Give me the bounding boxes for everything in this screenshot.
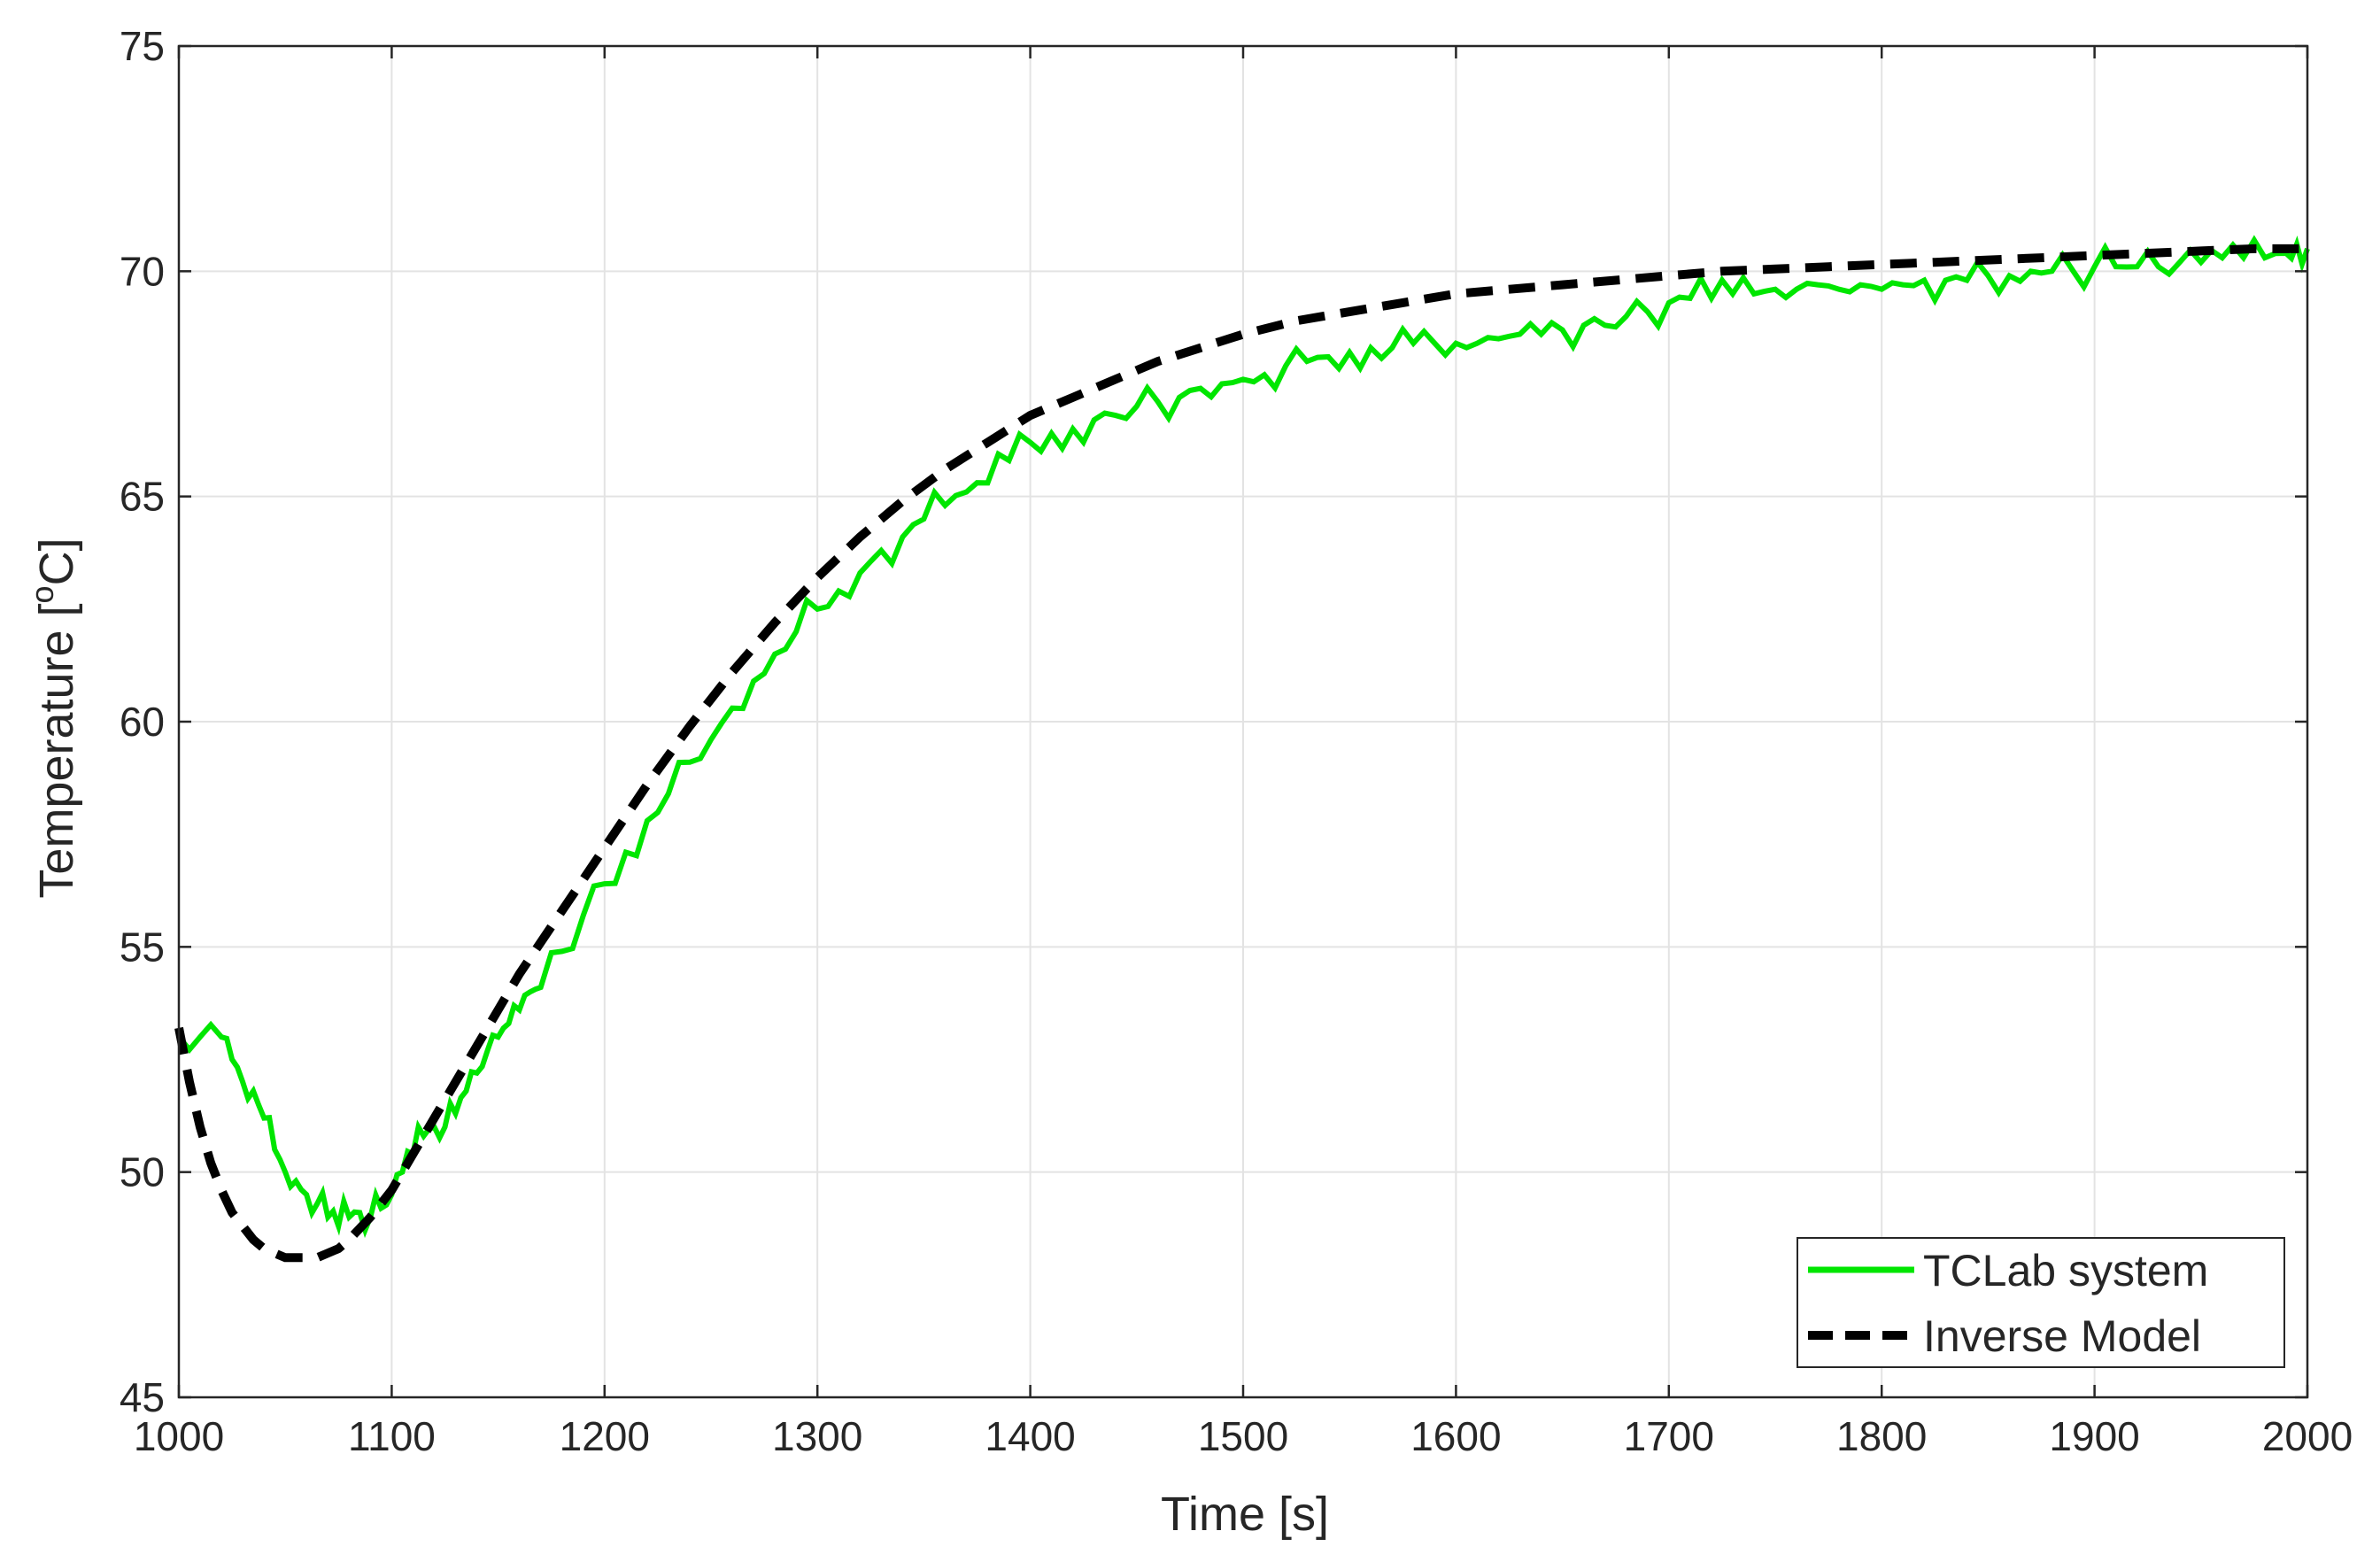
y-tick-label: 45: [120, 1374, 165, 1420]
x-tick-label: 1800: [1836, 1413, 1927, 1459]
axis-ticks: 1000 1100 1200 1300 1400 1500 1600 1700 1800 1900…: [120, 23, 2353, 1459]
plot-series: [174, 235, 2310, 1263]
x-tick-label: 1000: [134, 1413, 224, 1459]
legend-box: [1797, 1237, 2285, 1368]
legend-label-tclab-system: TCLab system: [1923, 1246, 2208, 1295]
y-axis-label-main: Temperature [: [30, 603, 83, 898]
y-tick-label: 60: [120, 699, 165, 745]
x-tick-label: 1900: [2049, 1413, 2139, 1459]
x-tick-label: 1100: [348, 1413, 436, 1459]
x-tick-label: 1700: [1624, 1413, 1714, 1459]
x-axis-label: Time [s]: [1161, 1488, 1329, 1541]
x-tick-label: 2000: [2262, 1413, 2353, 1459]
y-tick-label: 75: [120, 23, 165, 69]
y-tick-label: 55: [120, 924, 165, 970]
x-tick-label: 1300: [772, 1413, 862, 1459]
y-axis-label: Temperature [oC]: [24, 537, 83, 898]
y-axis-label-superscript: o: [24, 585, 60, 603]
x-tick-label: 1200: [560, 1413, 650, 1459]
x-tick-label: 1600: [1410, 1413, 1501, 1459]
y-tick-label: 50: [120, 1149, 165, 1195]
legend-label-inverse-model: Inverse Model: [1923, 1311, 2201, 1361]
legend: TCLab system Inverse Model: [1797, 1237, 2285, 1368]
y-tick-label: 65: [120, 474, 165, 520]
x-tick-label: 1400: [985, 1413, 1075, 1459]
series-line-inverse-model: [174, 244, 2307, 1263]
y-tick-label: 70: [120, 248, 165, 294]
x-tick-label: 1500: [1198, 1413, 1288, 1459]
y-axis-label-tail: C]: [30, 537, 83, 585]
